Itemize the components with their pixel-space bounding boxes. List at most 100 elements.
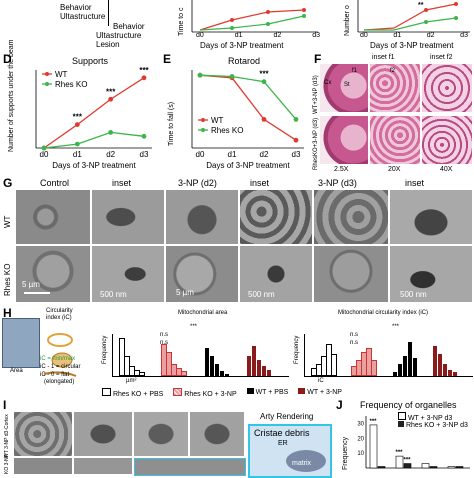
top-xlabel-1: Days of 3-NP treatment bbox=[200, 41, 284, 50]
panel-j-title: Frequency of organelles bbox=[360, 400, 457, 410]
em-i-ko-3 bbox=[134, 458, 246, 476]
panel-e: E Rotarod Time to fall (s) d0 d1 d2 d3 Days … bbox=[160, 52, 310, 172]
row-label-ko: RhesKO+3-NP (d3) bbox=[313, 117, 319, 170]
histogram-bar bbox=[393, 372, 397, 376]
histogram-bar bbox=[371, 360, 377, 376]
data-point bbox=[261, 79, 267, 85]
histogram-bar bbox=[139, 372, 145, 376]
legend-marker bbox=[201, 128, 205, 132]
histogram-bar bbox=[453, 372, 457, 376]
swatch-ko-3np bbox=[173, 388, 183, 396]
col-label-3np-d3: 3-NP (d3) bbox=[318, 178, 357, 188]
legend-item-wt-pbs: WT + PBS bbox=[246, 388, 289, 398]
col-label-inset-1: inset bbox=[112, 178, 132, 188]
significance-label: *** bbox=[369, 419, 377, 425]
data-point bbox=[261, 117, 267, 122]
top-chart-fragment-1 bbox=[191, 0, 318, 33]
histogram-bar bbox=[403, 356, 407, 376]
region-st: St bbox=[344, 82, 350, 88]
significance-label: *** bbox=[395, 450, 403, 456]
legend-label: WT + PBS bbox=[255, 389, 289, 396]
circularity-histogram bbox=[304, 334, 473, 377]
area-unit: µm² bbox=[126, 378, 137, 384]
legend-label: Rhes KO bbox=[211, 126, 243, 135]
swatch-wt-3np bbox=[298, 388, 306, 394]
col-label-f2: inset f2 bbox=[430, 54, 453, 61]
panel-j-ylabel: Frequency bbox=[342, 436, 349, 470]
legend-label: WT bbox=[55, 70, 68, 79]
scalebar-3: 5 µm bbox=[176, 288, 194, 297]
y-tick-label: 30 bbox=[357, 421, 364, 427]
em-wt-3np-d2 bbox=[166, 190, 238, 244]
bar bbox=[421, 463, 430, 469]
he-section-ko-low bbox=[320, 116, 368, 164]
panel-letter-d: D bbox=[3, 52, 12, 66]
histogram-bar bbox=[262, 366, 266, 376]
top-ticks-2: d0 d1 d2 d3 bbox=[360, 32, 468, 39]
panel-letter-e: E bbox=[163, 52, 172, 66]
col-label-control: Control bbox=[40, 178, 70, 188]
scalebar-1: 5 µm bbox=[22, 280, 40, 289]
legend-label: Rhes KO bbox=[55, 80, 87, 89]
data-point bbox=[141, 133, 147, 139]
top-fragment: Behavior Ultastructure Behavior Ultastru… bbox=[0, 0, 474, 50]
scalebar-4: 500 nm bbox=[248, 290, 275, 299]
bar bbox=[369, 424, 378, 469]
region-f2: f2 bbox=[390, 68, 396, 74]
mag-mid: 20X bbox=[388, 166, 401, 173]
em-ko-inset-2 bbox=[240, 246, 312, 302]
scalebar-5: 500 nm bbox=[400, 290, 427, 299]
ns-label-3: *** bbox=[190, 324, 198, 330]
col-label-inset-3: inset bbox=[405, 178, 425, 188]
tick: d0 bbox=[196, 32, 204, 39]
bar bbox=[377, 466, 386, 469]
em-wt-inset-1 bbox=[92, 190, 164, 244]
tick: d3 bbox=[312, 32, 320, 39]
formula-4: (elongated) bbox=[44, 379, 75, 385]
em-i-ko-1 bbox=[14, 458, 72, 474]
histogram-bar bbox=[398, 364, 402, 376]
significance-label: *** bbox=[106, 87, 116, 96]
top-ticks-1: d0 d1 d2 d3 bbox=[196, 32, 320, 39]
bar bbox=[455, 466, 464, 469]
histogram-bar bbox=[225, 374, 229, 376]
data-point bbox=[141, 75, 147, 81]
circ-ylabel: Frequency bbox=[294, 335, 300, 364]
formula-1: iC = min/max bbox=[40, 356, 75, 362]
bar bbox=[429, 466, 438, 469]
significance-label: *** bbox=[139, 66, 149, 75]
tick: d2 bbox=[273, 32, 282, 39]
circ-hist-title: Mitochondrial circularity index (iC) bbox=[338, 310, 429, 316]
row-label-g-wt: WT bbox=[3, 215, 12, 228]
legend-j-ko-label: Rhes KO + 3-NP d3 bbox=[405, 422, 468, 429]
scalebar-2: 500 nm bbox=[100, 290, 127, 299]
histogram-bar bbox=[331, 354, 337, 376]
x-tick-label: d2 bbox=[106, 150, 115, 159]
legend-item-ko-pbs: Rhes KO + PBS bbox=[102, 388, 163, 398]
panel-h: H Circularity index (iC) Area iC = min/m… bbox=[0, 306, 474, 398]
matrix-shape bbox=[286, 450, 326, 472]
em-ko-inset-3 bbox=[390, 246, 472, 302]
x-axis-label: Days of 3-NP treatment bbox=[52, 161, 136, 170]
row-label-g-ko: Rhes KO bbox=[3, 263, 12, 296]
tick: d2 bbox=[426, 32, 435, 39]
panel-letter-f: F bbox=[314, 52, 322, 66]
scalebar-line bbox=[24, 292, 50, 294]
legend-label: WT + 3-NP bbox=[307, 389, 342, 396]
ns-label-4: n.s bbox=[350, 332, 359, 338]
x-axis-label: Days of 3-NP treatment bbox=[206, 161, 290, 170]
x-tick-label: d2 bbox=[260, 150, 269, 159]
histogram-bar bbox=[413, 358, 417, 376]
histogram-bar bbox=[205, 348, 209, 376]
swatch-j-wt bbox=[398, 412, 406, 420]
x-tick-label: d1 bbox=[73, 150, 82, 159]
em-ko-3np-d3 bbox=[314, 246, 388, 302]
panel-d-title: Supports bbox=[72, 56, 109, 66]
ns-label-1: n.s bbox=[160, 332, 169, 338]
legend-marker bbox=[45, 72, 49, 76]
area-ylabel: Frequency bbox=[102, 335, 108, 364]
flow-text-2: Ultastructure bbox=[60, 12, 106, 21]
panel-letter-h: H bbox=[3, 306, 12, 320]
tick: d1 bbox=[234, 32, 243, 39]
